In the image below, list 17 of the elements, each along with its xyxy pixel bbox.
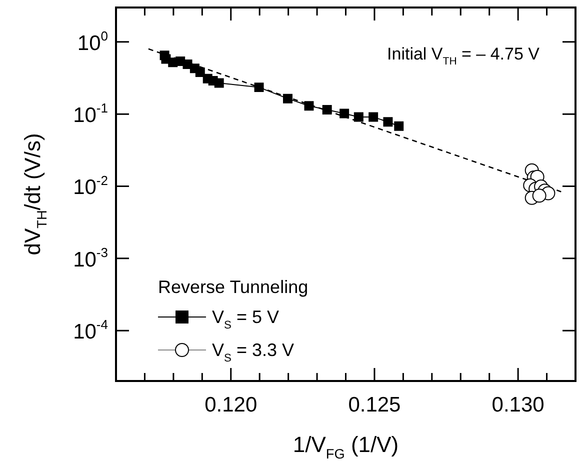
y-axis-title: dVTH/dt (V/s) — [20, 133, 50, 256]
point — [368, 112, 378, 122]
point — [340, 108, 350, 118]
point — [383, 117, 393, 127]
point — [254, 82, 264, 92]
point — [304, 101, 314, 111]
x-tick-label: 0.125 — [348, 393, 401, 416]
point — [195, 68, 205, 77]
x-tick-label: 0.120 — [204, 393, 258, 416]
point — [354, 112, 364, 122]
point — [214, 78, 224, 88]
legend-title: Reverse Tunneling — [158, 277, 308, 297]
point — [322, 104, 332, 114]
x-tick-label: 0.130 — [492, 393, 544, 416]
point — [282, 94, 292, 104]
point — [394, 121, 404, 131]
point — [532, 188, 546, 203]
